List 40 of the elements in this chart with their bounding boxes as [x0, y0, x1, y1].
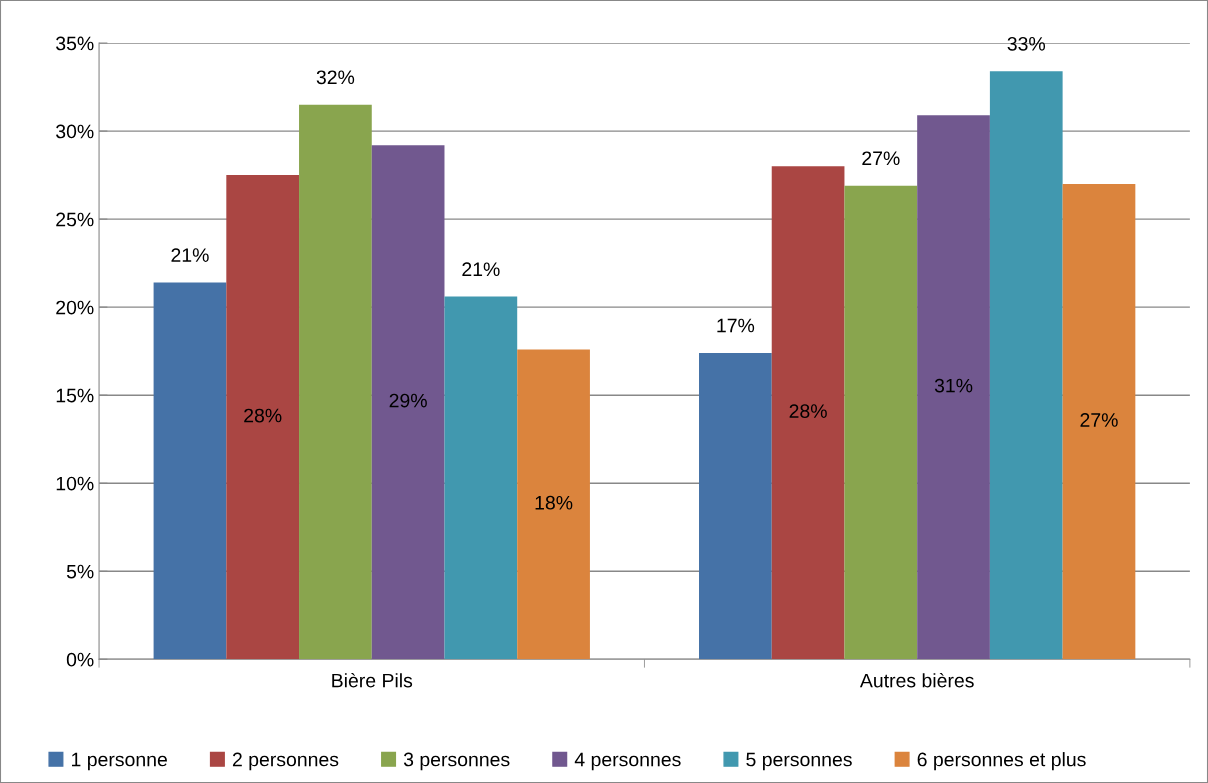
legend-label: 4 personnes	[574, 752, 681, 771]
y-tick-label: 0%	[66, 652, 94, 667]
bar	[517, 349, 590, 660]
x-tick-label: Autres bières	[859, 672, 974, 688]
y-tick-label: 30%	[56, 124, 94, 139]
data-label: 33%	[1007, 36, 1046, 51]
data-label: 28%	[789, 404, 827, 419]
bar	[917, 115, 990, 660]
data-label: 31%	[934, 378, 973, 393]
data-label: 18%	[535, 495, 573, 510]
data-label: 29%	[389, 393, 427, 408]
y-tick-label: 25%	[56, 212, 94, 227]
data-label: 17%	[717, 318, 755, 333]
legend-label: 2 personnes	[232, 752, 339, 771]
bar	[371, 145, 445, 660]
bar	[444, 296, 518, 660]
bar	[299, 104, 372, 660]
legend-label: 5 personnes	[746, 752, 852, 771]
legend-label: 3 personnes	[403, 752, 510, 771]
legend-label: 6 personnes et plus	[917, 752, 1086, 771]
bar	[1062, 183, 1136, 660]
x-tick-label: Bière Pils	[332, 672, 413, 688]
y-tick-label: 10%	[56, 476, 94, 491]
legend-label: 1 personne	[72, 752, 167, 771]
data-label: 27%	[1080, 413, 1118, 427]
y-tick-label: 15%	[56, 388, 94, 403]
bar	[699, 352, 772, 660]
bar	[771, 166, 845, 660]
data-label: 28%	[244, 408, 282, 423]
y-tick-label: 20%	[56, 300, 94, 315]
data-label: 32%	[316, 70, 355, 85]
bar	[844, 185, 918, 660]
data-label: 21%	[171, 248, 209, 262]
data-label: 21%	[462, 262, 500, 277]
y-tick-label: 5%	[66, 564, 94, 579]
data-label: 27%	[862, 151, 900, 166]
y-tick-label: 35%	[56, 36, 94, 51]
bar	[989, 71, 1063, 660]
bar	[153, 282, 227, 660]
bar	[226, 175, 300, 660]
